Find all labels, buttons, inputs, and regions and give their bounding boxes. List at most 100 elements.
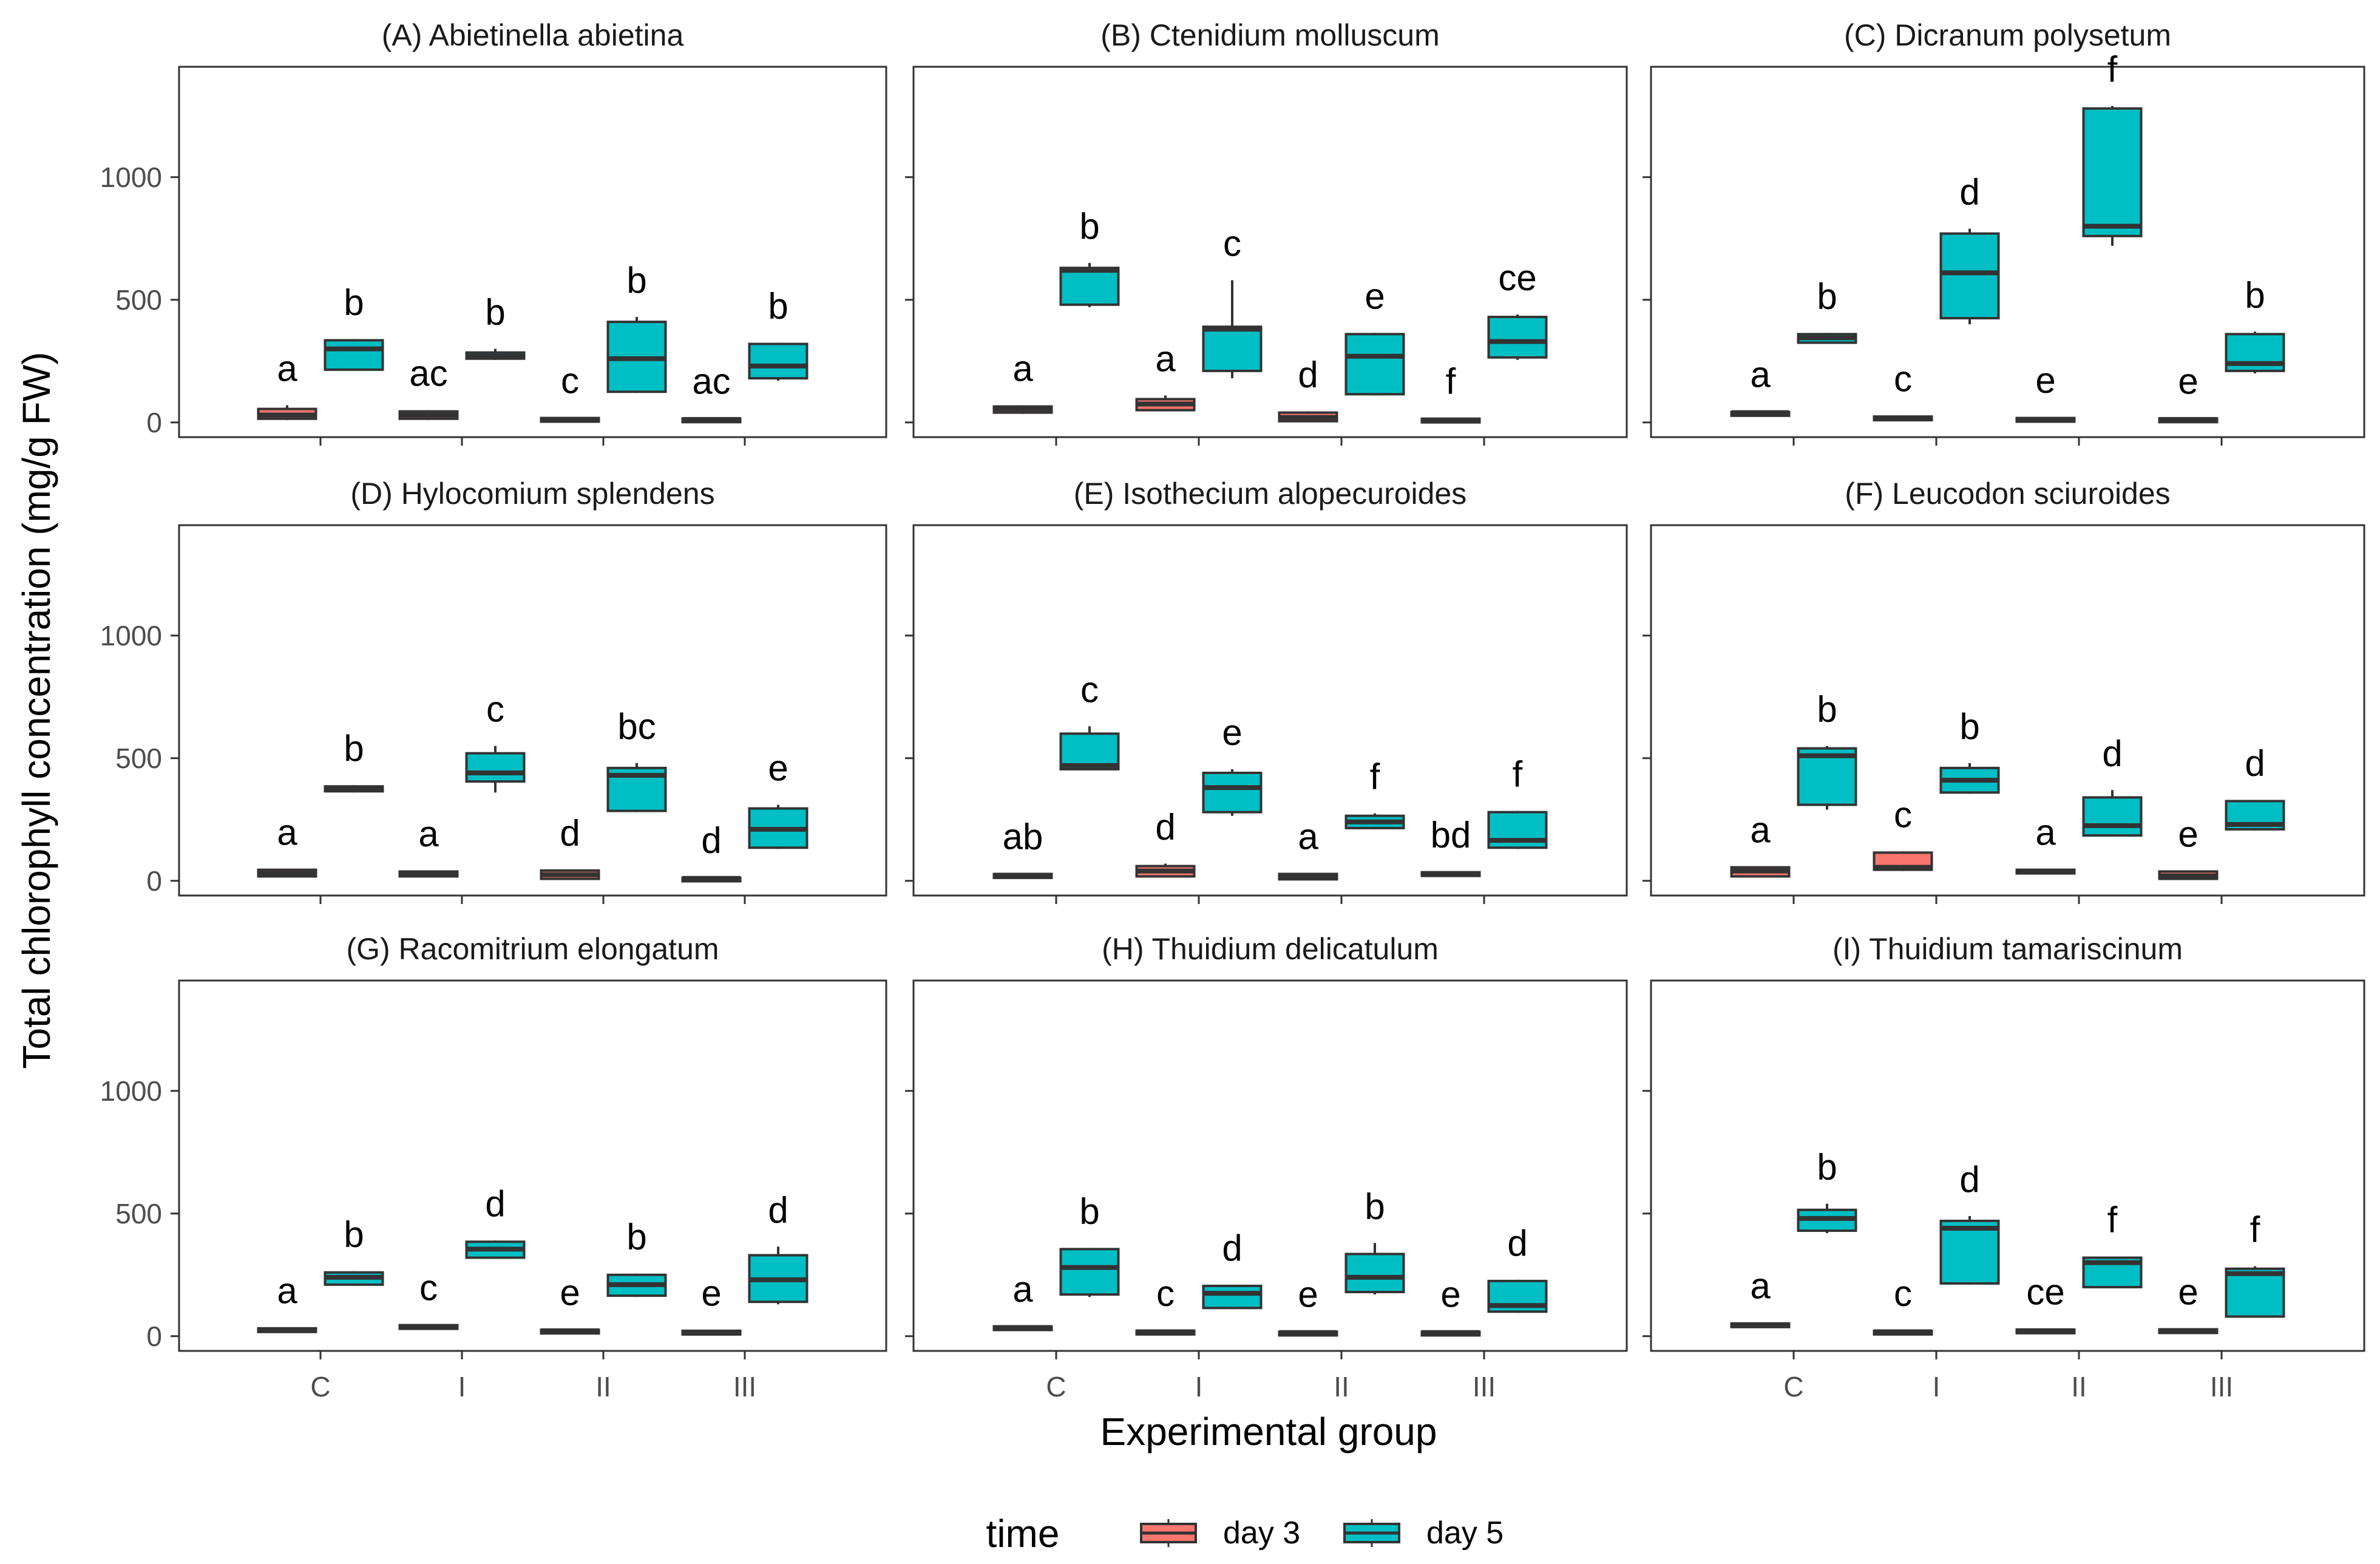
significance-letter-day3: e	[1440, 1274, 1460, 1315]
x-tick-label: C	[1046, 1371, 1066, 1402]
panel-border	[178, 66, 887, 438]
y-tick-label: 1000	[100, 620, 162, 651]
significance-letter-day5: b	[1817, 276, 1837, 316]
significance-letter-day3: a	[1012, 1269, 1033, 1310]
significance-letter-day3: c	[1894, 358, 1912, 399]
significance-letter-day5: ce	[1498, 257, 1536, 298]
significance-letter-day3: e	[701, 1273, 721, 1314]
significance-letter-day3: e	[1298, 1274, 1318, 1315]
x-tick-label: II	[2071, 1371, 2087, 1402]
panel-title: (D) Hylocomium splendens	[350, 477, 714, 511]
y-tick-label: 500	[115, 1198, 162, 1229]
panel-border	[178, 979, 887, 1352]
box-day5	[2225, 1267, 2285, 1318]
significance-letter-day3: c	[1156, 1273, 1175, 1314]
significance-letter-day5: b	[1817, 689, 1837, 730]
significance-letter-day3: a	[1298, 817, 1318, 857]
significance-letter-day5: e	[1365, 276, 1385, 316]
x-axis-label: Experimental group	[1100, 1410, 1437, 1453]
significance-letter-day3: f	[1446, 361, 1456, 401]
significance-letter-day3: ce	[2026, 1272, 2064, 1313]
x-tick-label: I	[1195, 1371, 1203, 1402]
significance-letter-day3: d	[701, 820, 721, 861]
x-tick-label: III	[733, 1371, 756, 1402]
box-day5	[1344, 1253, 1405, 1294]
x-tick-label: I	[1933, 1371, 1941, 1402]
box-day5	[1939, 232, 2000, 320]
panel-title: (H) Thuidium delicatulum	[1102, 932, 1439, 966]
significance-letter-day5: d	[485, 1183, 505, 1224]
box-day5	[324, 339, 384, 371]
significance-letter-day5: d	[2245, 743, 2265, 783]
panel-5: (E) Isothecium alopecuroides ab c d e a f bd f	[905, 477, 1628, 904]
box-day5	[1487, 316, 1548, 359]
x-tick-label: I	[458, 1371, 466, 1402]
panel-title: (G) Racomitrium elongatum	[346, 932, 719, 966]
box-day5	[1202, 1284, 1263, 1310]
x-tick-label: C	[310, 1371, 330, 1402]
significance-letter-day3: c	[561, 361, 579, 401]
x-tick-label: II	[595, 1371, 611, 1402]
panel-title: (I) Thuidium tamariscinum	[1832, 932, 2183, 966]
y-tick-label: 500	[115, 284, 162, 316]
box-day5	[465, 752, 526, 783]
panel-title: (E) Isothecium alopecuroides	[1074, 477, 1467, 511]
significance-letter-day3: a	[277, 812, 297, 852]
y-tick-label: 0	[146, 1321, 162, 1352]
significance-letter-day5: c	[1223, 223, 1241, 264]
significance-letter-day3: a	[1155, 338, 1176, 379]
significance-letter-day5: d	[1959, 1159, 1979, 1200]
y-tick-label: 1000	[100, 162, 162, 193]
significance-letter-day5: b	[344, 1214, 364, 1255]
significance-letter-day3: d	[1155, 806, 1175, 847]
panel-border	[1650, 979, 2365, 1352]
panel-border	[912, 979, 1628, 1352]
y-tick-label: 0	[146, 407, 162, 438]
box-day5	[1344, 333, 1405, 396]
x-tick-label: III	[2210, 1371, 2233, 1402]
significance-letter-day5: d	[2102, 733, 2122, 773]
panel-border	[1650, 524, 2365, 897]
y-tick-label: 1000	[100, 1075, 162, 1107]
panel-title: (B) Ctenidium molluscum	[1100, 18, 1439, 52]
significance-letter-day5: e	[768, 748, 788, 789]
significance-letter-day5: d	[1959, 172, 1979, 212]
significance-letter-day5: f	[2250, 1209, 2260, 1250]
significance-letter-day3: a	[1750, 809, 1771, 850]
significance-letter-day5: b	[1959, 706, 1979, 747]
significance-letter-day3: a	[1012, 348, 1033, 389]
significance-letter-day5: f	[2107, 1199, 2118, 1240]
box-day5	[1059, 267, 1120, 306]
significance-letter-day3: d	[1298, 355, 1318, 395]
significance-letter-day3: e	[2035, 360, 2055, 401]
significance-letter-day5: b	[1365, 1186, 1385, 1226]
legend-title: time	[986, 1512, 1060, 1555]
panel-3: (C) Dicranum polysetum a b c d e f e b	[1643, 18, 2365, 446]
y-axis-label: Total chlorophyll concentration (mg/g FW…	[15, 352, 58, 1069]
box-day5	[1059, 1248, 1120, 1296]
panel-border	[912, 524, 1628, 897]
y-tick-label: 0	[146, 865, 162, 897]
significance-letter-day5: b	[626, 1217, 646, 1257]
panel-4: (D) Hylocomium splendens 0 500 1000 a b a c d bc d…	[100, 477, 887, 904]
panel-border	[1650, 66, 2365, 438]
legend: time day 3 day 5	[986, 1512, 1504, 1555]
x-tick-label: C	[1783, 1371, 1803, 1402]
box-day5	[1939, 1219, 2000, 1285]
significance-letter-day3: a	[277, 348, 297, 389]
significance-letter-day3: a	[2035, 812, 2056, 852]
significance-letter-day3: ac	[692, 361, 730, 401]
significance-letter-day5: b	[1079, 206, 1099, 246]
panel-border	[178, 524, 887, 897]
significance-letter-day5: d	[1507, 1223, 1527, 1263]
legend-label: day 5	[1426, 1515, 1504, 1551]
significance-letter-day5: b	[485, 292, 505, 333]
significance-letter-day3: c	[1894, 1273, 1912, 1314]
significance-letter-day3: a	[277, 1271, 297, 1311]
panel-1: (A) Abietinella abietina05001000abacbcba…	[100, 18, 887, 446]
significance-letter-day5: c	[486, 689, 504, 730]
